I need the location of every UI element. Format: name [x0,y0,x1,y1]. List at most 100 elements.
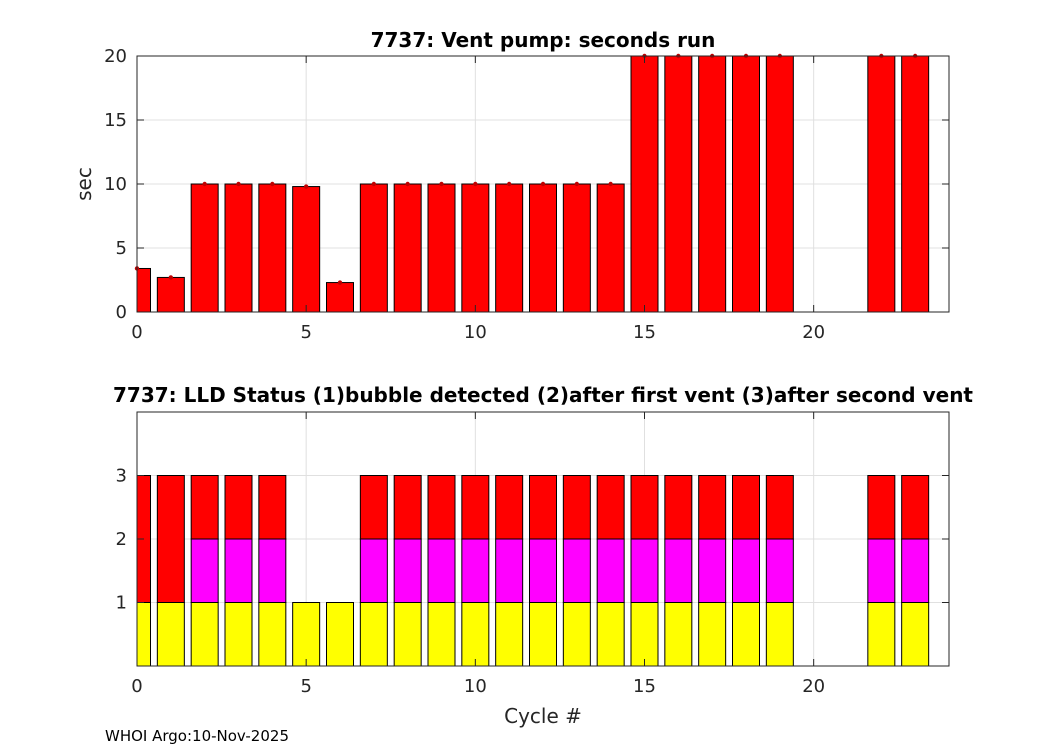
lld-status-bar-segment [562,538,591,603]
vent-pump-bar [292,186,321,313]
lld-status-bar-segment [427,602,456,667]
lld-status-bar-segment [326,602,354,667]
lld-status-bar-segment [529,475,557,540]
lld-status-bar-segment [224,538,253,603]
vent-pump-y-tick-label: 10 [104,174,127,195]
vent-pump-bar [596,183,625,313]
vent-pump-bar [427,183,456,313]
lld-status-bar-segment [359,475,388,540]
lld-status-ticks: 0 5 10 15 20 1 2 3 [116,412,949,697]
lld-status-bar-segment [765,602,794,667]
lld-status-bar-segment [427,538,456,603]
lld-status-chart-title: 7737: LLD Status (1)bubble detected (2)a… [113,383,973,407]
vent-pump-bar [698,55,727,313]
lld-status-y-tick-label: 3 [116,466,127,487]
lld-status-bar-segment [664,602,693,667]
lld-status-bar-segment [393,475,422,540]
vent-pump-bar [529,183,557,313]
vent-pump-bar [156,276,185,313]
lld-status-y-tick-label: 2 [116,529,127,550]
lld-status-bar-segment [901,538,930,603]
vent-pump-x-tick-label: 10 [464,322,487,343]
lld-status-bar-segment [867,538,896,603]
lld-status-bar-segment [359,602,388,667]
lld-status-bar-segment [664,475,693,540]
lld-status-bar-segment [190,602,219,667]
lld-status-bar-segment [732,538,760,603]
lld-status-bar-segment [495,475,524,540]
vent-pump-bar [258,183,287,313]
vent-pump-marker [540,181,546,187]
lld-status-bar-segment [258,602,287,667]
lld-status-bar-segment [258,538,287,603]
lld-status-bar-segment [393,538,422,603]
vent-pump-chart-title: 7737: Vent pump: seconds run [371,28,716,52]
lld-status-x-tick-label: 20 [802,676,825,697]
vent-pump-bar [136,267,151,313]
lld-status-bar-segment [765,538,794,603]
lld-status-bar-segment [901,475,930,540]
vent-pump-marker [574,181,580,187]
vent-pump-bar [664,55,693,313]
vent-pump-marker [506,181,512,187]
lld-status-bars [136,475,930,667]
lld-status-bar-segment [461,475,490,540]
lld-status-bar-segment [596,475,625,540]
lld-status-bar-segment [529,538,557,603]
lld-status-x-axis-label: Cycle # [504,704,582,728]
lld-status-bar-segment [427,475,456,540]
lld-status-bar-segment [495,602,524,667]
vent-pump-bar [765,55,794,313]
vent-pump-x-tick-label: 5 [300,322,311,343]
lld-status-bar-segment [562,475,591,540]
vent-pump-marker [337,280,343,285]
lld-status-bar-segment [630,602,659,667]
lld-status-bar-segment [190,538,219,603]
lld-status-bar-segment [630,475,659,540]
vent-pump-y-tick-label: 20 [104,46,127,67]
lld-status-bar-segment [258,475,287,540]
lld-status-bar-segment [698,475,727,540]
vent-pump-marker [473,181,478,187]
lld-status-bar-segment [359,538,388,603]
lld-status-bar-segment [732,475,760,540]
vent-pump-bar [901,55,930,313]
vent-pump-y-tick-label: 0 [116,302,127,323]
vent-pump-x-tick-label: 20 [802,322,825,343]
vent-pump-marker [371,181,377,187]
vent-pump-marker [202,181,207,187]
lld-status-bar-segment [190,475,219,540]
vent-pump-ticks: 0 5 10 15 20 0 5 10 15 20 [104,46,949,343]
vent-pump-marker [439,181,444,187]
vent-pump-bar [326,282,354,313]
vent-pump-y-axis-label: sec [72,167,96,201]
lld-status-bar-segment [901,602,930,667]
vent-pump-bar [495,183,524,313]
lld-status-bar-segment [562,602,591,667]
vent-pump-chart: 7737: Vent pump: seconds run sec 0 5 10 15 2… [72,28,950,343]
lld-status-x-tick-label: 0 [131,676,142,697]
lld-status-bar-segment [698,602,727,667]
lld-status-x-tick-label: 15 [633,676,656,697]
vent-pump-bar [190,183,219,313]
lld-status-bar-segment [156,602,185,667]
vent-pump-y-tick-label: 15 [104,110,127,131]
lld-status-bar-segment [529,602,557,667]
vent-pump-bar [461,183,490,313]
lld-status-bar-segment [224,602,253,667]
vent-pump-bar [867,55,896,313]
lld-status-bar-segment [461,538,490,603]
vent-pump-marker [303,184,309,189]
lld-status-bar-segment [765,475,794,540]
lld-status-bar-segment [156,475,185,603]
lld-status-x-tick-label: 10 [464,676,487,697]
lld-status-bar-segment [867,602,896,667]
lld-status-bar-segment [224,475,253,540]
lld-status-bar-segment [664,538,693,603]
lld-status-bar-segment [596,602,625,667]
vent-pump-marker [236,181,241,187]
vent-pump-y-tick-label: 5 [116,238,127,259]
lld-status-bar-segment [495,538,524,603]
lld-status-bar-segment [630,538,659,603]
